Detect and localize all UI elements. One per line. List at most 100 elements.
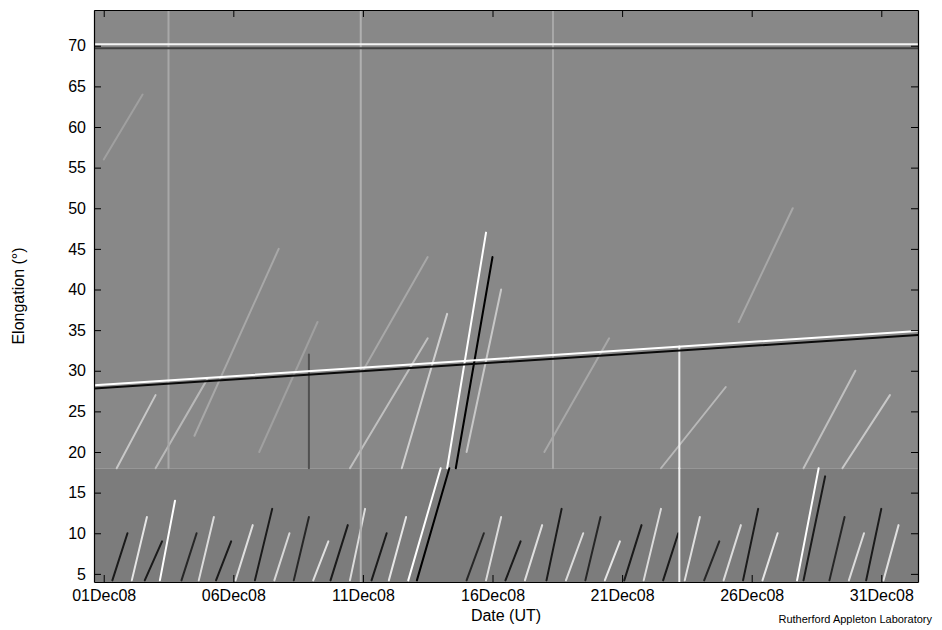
tick-label: 16Dec08 [461, 587, 525, 604]
tick-label: 70 [68, 37, 86, 54]
track [724, 525, 741, 580]
tick-mark [911, 168, 918, 169]
credit: Rutherford Appleton Laboratory [779, 613, 933, 625]
track [829, 517, 844, 580]
track [883, 525, 898, 580]
track [181, 533, 196, 580]
tick: 70 [68, 37, 101, 54]
tick-mark [911, 493, 918, 494]
track [804, 476, 826, 580]
tick: 55 [68, 159, 101, 176]
tick [881, 10, 882, 17]
tick-label: 15 [68, 484, 86, 501]
tick [911, 249, 918, 250]
tick-mark [233, 575, 234, 582]
tick [622, 10, 623, 17]
tick-label: 5 [77, 565, 86, 582]
track [255, 509, 272, 581]
tick [104, 10, 105, 17]
tick-label: 26Dec08 [720, 587, 784, 604]
tick: 21Dec08 [591, 575, 655, 604]
instrument-region [94, 468, 918, 582]
tick [911, 452, 918, 453]
tick-label: 55 [68, 159, 86, 176]
tick-mark [911, 249, 918, 250]
tick-mark [94, 574, 101, 575]
track [216, 541, 231, 580]
instrument-region [94, 10, 918, 468]
axis-line [95, 10, 919, 11]
axis-line [94, 11, 95, 583]
track [685, 517, 700, 580]
track [389, 517, 406, 580]
track [294, 517, 309, 580]
track [842, 395, 890, 468]
tick-mark [911, 452, 918, 453]
track [235, 525, 252, 580]
tick [911, 46, 918, 47]
tick-mark [493, 10, 494, 17]
tick-mark [752, 575, 753, 582]
track [132, 517, 147, 580]
tick-label: 50 [68, 200, 86, 217]
tick-mark [911, 86, 918, 87]
tick-mark [94, 208, 101, 209]
tick-mark [881, 10, 882, 17]
tick-label: 11Dec08 [332, 587, 395, 604]
tick: 31Dec08 [850, 575, 914, 604]
track [552, 10, 554, 468]
track [331, 525, 348, 580]
tick-mark [911, 371, 918, 372]
track [94, 335, 918, 389]
track [605, 541, 620, 580]
track [145, 541, 162, 580]
tick-mark [94, 533, 101, 534]
tick [911, 290, 918, 291]
x-axis-top [95, 10, 919, 17]
track [804, 371, 856, 469]
tick-label: 35 [68, 322, 86, 339]
tick: 10 [68, 525, 101, 542]
x-axis-title: Date (UT) [471, 607, 541, 624]
tick-mark [911, 533, 918, 534]
tick [911, 330, 918, 331]
track [678, 468, 680, 582]
track [94, 47, 918, 49]
track [447, 233, 486, 469]
track [194, 249, 278, 436]
track [762, 533, 777, 580]
tick: 20 [68, 444, 101, 461]
tick-label: 25 [68, 403, 86, 420]
tick [233, 10, 234, 17]
tick-mark [94, 411, 101, 412]
track [94, 331, 918, 385]
track [199, 517, 214, 580]
tick: 5 [77, 565, 101, 582]
tick [911, 371, 918, 372]
tick-mark [94, 249, 101, 250]
tick-mark [94, 127, 101, 128]
tick-mark [94, 493, 101, 494]
tick [911, 127, 918, 128]
tick-label: 01Dec08 [72, 587, 136, 604]
track [467, 533, 484, 580]
tick-label: 40 [68, 281, 86, 298]
tick: 50 [68, 200, 101, 217]
track [467, 290, 502, 453]
tick-mark [94, 86, 101, 87]
tick: 45 [68, 240, 101, 257]
tick: 60 [68, 119, 101, 136]
tick [363, 10, 364, 17]
track [363, 257, 428, 371]
track [585, 517, 600, 580]
track [104, 95, 143, 160]
track [849, 533, 864, 580]
track [350, 509, 365, 581]
track [739, 208, 793, 322]
track [94, 43, 918, 45]
tick: 30 [68, 362, 101, 379]
track [704, 541, 719, 580]
tick-label: 10 [68, 525, 86, 542]
tick [911, 533, 918, 534]
track [661, 387, 726, 468]
